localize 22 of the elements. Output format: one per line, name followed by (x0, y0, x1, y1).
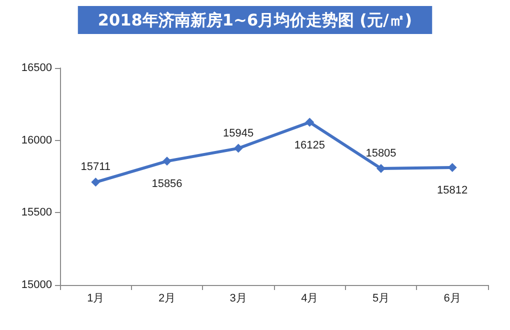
y-tick-label: 15000 (21, 279, 52, 291)
chart-title: 2018年济南新房1~6月均价走势图 (元/㎡) (98, 10, 412, 30)
data-label: 16125 (294, 139, 325, 152)
x-tick-label: 5月 (372, 292, 390, 304)
x-tick-label: 4月 (301, 292, 318, 304)
point (162, 156, 172, 166)
x-tick-label: 2月 (158, 292, 176, 304)
data-label: 15812 (437, 184, 468, 197)
point (305, 118, 314, 127)
point (234, 144, 243, 153)
data-label: 15945 (223, 127, 254, 140)
x-tick-label: 3月 (230, 292, 247, 304)
x-tick-label: 6月 (444, 292, 461, 304)
data-label: 15805 (366, 148, 396, 160)
point (91, 178, 100, 187)
x-tick-label: 1月 (87, 292, 104, 304)
y-tick-label: 15500 (21, 206, 52, 219)
point (376, 164, 386, 174)
data-label: 15711 (80, 161, 111, 174)
y-tick-label: 16000 (21, 134, 52, 146)
data-label: 15856 (152, 178, 182, 190)
y-tick-label: 16500 (21, 62, 52, 74)
